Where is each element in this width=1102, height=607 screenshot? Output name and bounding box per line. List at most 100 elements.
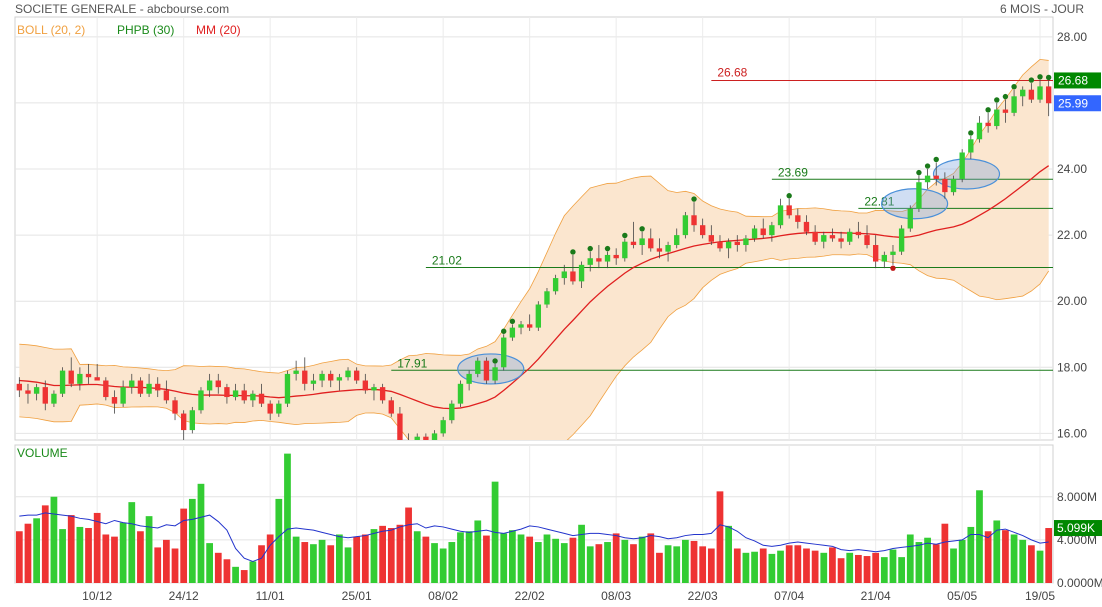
phpb-marker [509, 318, 516, 325]
support-label: 21.02 [432, 253, 462, 267]
candle-body [328, 373, 334, 381]
date-tick-label: 11/01 [256, 589, 285, 603]
candle-body [406, 440, 411, 447]
volume-bar [59, 529, 66, 583]
volume-bar [967, 526, 975, 583]
volume-bar [119, 522, 127, 583]
candle-body [232, 390, 239, 398]
volume-bar [379, 525, 386, 583]
candle-body [552, 278, 559, 292]
volume-bar [111, 536, 118, 583]
candle-body [950, 178, 957, 193]
volume-bar [984, 531, 992, 583]
resistance-label: 26.68 [717, 65, 747, 79]
volume-panel: VOLUME 0.0000M 4.000M 8.000M 5.099K [15, 446, 1102, 590]
volume-bar [837, 558, 845, 583]
volume-bar [586, 546, 594, 583]
candle-body [596, 258, 602, 262]
price-tick-label: 24.00 [1057, 162, 1087, 176]
candle-body [293, 370, 299, 374]
volume-bar [76, 526, 84, 583]
date-tick-label: 21/04 [861, 589, 891, 603]
date-axis: 10/12 24/12 11/01 25/01 08/02 22/02 08/03 22/03… [82, 589, 1055, 603]
price-tick-label: 16.00 [1057, 426, 1087, 440]
candle-body [924, 175, 931, 183]
volume-bar [872, 552, 880, 583]
candle-body [665, 245, 671, 252]
volume-bar [292, 536, 300, 583]
candle-body [103, 380, 109, 398]
volume-bar [41, 505, 49, 583]
volume-bar [552, 538, 559, 583]
candle-body [838, 238, 844, 242]
candle-body [812, 231, 818, 242]
candle-body [449, 403, 455, 421]
candle-body [466, 373, 472, 384]
phpb-marker [622, 232, 628, 239]
volume-bar [751, 551, 758, 583]
volume-bar [258, 545, 265, 583]
price-badge-label: 25.99 [1058, 96, 1088, 110]
volume-bar [517, 534, 525, 583]
volume-bar [197, 483, 205, 583]
candle-body [68, 370, 74, 384]
candle-body [483, 360, 490, 381]
candle-body [639, 238, 645, 246]
candle-body [821, 235, 827, 242]
candle-body [241, 390, 247, 401]
candle-body [587, 258, 593, 265]
volume-bar [595, 544, 603, 583]
volume-bar [474, 520, 482, 583]
volume-tick-label: 0.0000M [1057, 576, 1102, 590]
volume-bar [673, 546, 681, 583]
volume-bar [370, 529, 378, 583]
candle-body [137, 380, 144, 394]
volume-panel-frame [14, 444, 1054, 584]
volume-bar [742, 552, 750, 583]
volume-bar [413, 531, 421, 583]
price-badges: 26.68 25.99 [1054, 72, 1101, 112]
date-tick-label: 19/05 [1025, 589, 1055, 603]
candle-body [1037, 86, 1043, 100]
phpb-marker [1028, 77, 1035, 83]
candle-body [371, 387, 377, 391]
volume-bar [863, 556, 871, 583]
volume-bar [154, 547, 162, 583]
candle-body [1011, 96, 1017, 113]
volume-bar [301, 542, 309, 583]
volume-bar [976, 490, 983, 583]
volume-bar [214, 552, 222, 583]
candle-body [224, 387, 230, 398]
candle-body [544, 291, 550, 305]
volume-bar [102, 534, 110, 583]
phpb-marker [587, 245, 593, 252]
volume-bar [569, 537, 577, 583]
candle-body [16, 383, 23, 391]
volume-bar [941, 523, 949, 583]
volume-bar [128, 502, 136, 583]
candle-body [622, 241, 628, 259]
volume-bar [855, 554, 862, 583]
volume-bar [889, 549, 897, 583]
volume-bar [387, 528, 395, 583]
volume-bar [612, 533, 620, 583]
volume-bar [33, 518, 40, 583]
phpb-marker [501, 328, 507, 334]
volume-bar [932, 544, 940, 583]
volume-title: VOLUME [17, 446, 68, 460]
volume-bar [621, 539, 629, 583]
volume-bar [344, 547, 352, 583]
phpb-marker [1011, 84, 1017, 90]
legend: BOLL (20, 2) PHPB (30) MM (20) [17, 23, 241, 37]
support-label: 23.69 [778, 165, 808, 179]
price-tick-label: 18.00 [1057, 360, 1087, 374]
volume-bar [67, 515, 75, 583]
candle-body [509, 327, 516, 338]
candle-body [423, 436, 429, 440]
volume-bar [707, 548, 715, 583]
candle-body [942, 178, 948, 193]
phpb-marker [570, 249, 576, 255]
volume-bar [950, 548, 957, 583]
candle-body [959, 152, 965, 179]
candle-body [570, 271, 576, 282]
